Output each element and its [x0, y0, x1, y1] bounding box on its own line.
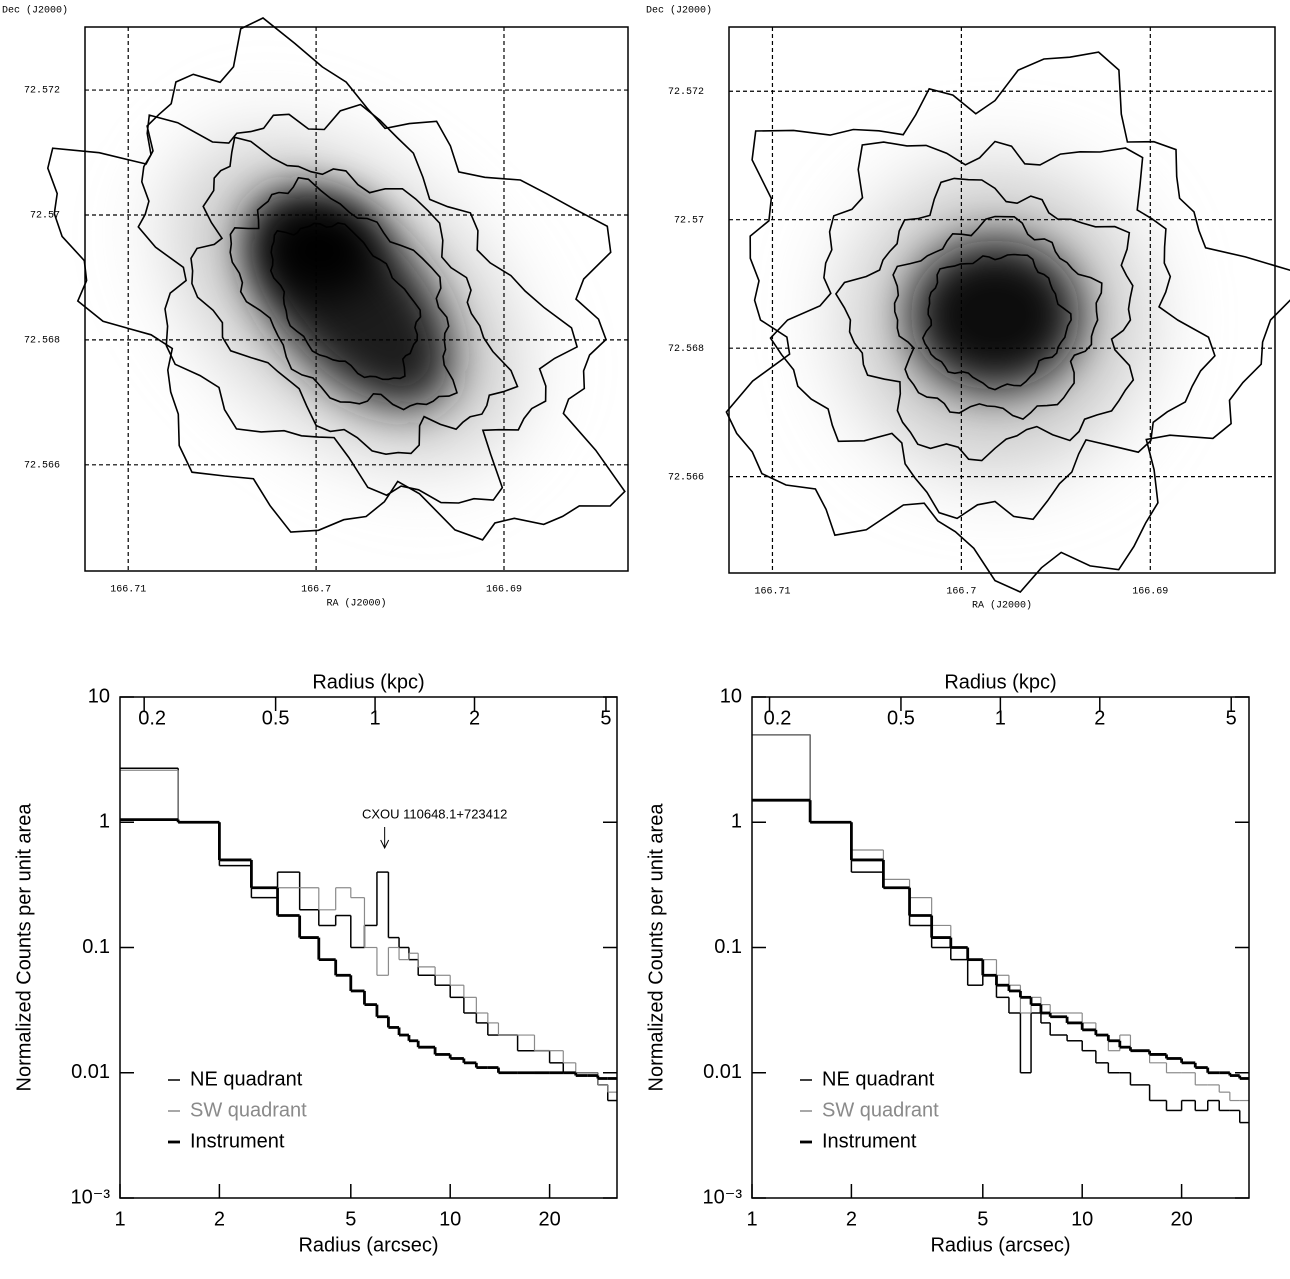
x-tick-label: 166.7: [301, 585, 331, 596]
y-tick-label: 10⁻³: [703, 1186, 743, 1208]
y-tick-label: 0.1: [82, 936, 110, 958]
x-tick-label: 166.71: [754, 587, 790, 598]
top-axis-title: Radius (kpc): [944, 671, 1056, 693]
y-axis-label: Normalized Counts per unit area: [645, 803, 667, 1092]
legend-label: NE quadrant: [822, 1068, 935, 1090]
frame: [751, 696, 1250, 1199]
contour: [229, 176, 458, 411]
x-axis-label: Radius (arcsec): [930, 1234, 1070, 1256]
y-tick-label: 72.57: [674, 215, 704, 226]
x-tick-label: 20: [1170, 1208, 1192, 1230]
panel: 72.566 72.568 72.57 72.572 166.71 166.7 166.69…: [646, 5, 1290, 612]
y-tick-label: 0.01: [71, 1061, 110, 1083]
x-tick-label: 5: [345, 1208, 356, 1230]
x2-tick-label: 2: [469, 707, 480, 729]
x-tick-label: 20: [538, 1208, 560, 1230]
x-axis-label: Radius (arcsec): [298, 1234, 438, 1256]
x-tick-label: 5: [977, 1208, 988, 1230]
contour: [137, 103, 579, 504]
x-tick-label: 166.69: [1132, 587, 1168, 598]
y-tick-label: 72.57: [30, 211, 60, 222]
panel: 10⁻³ 0.01 0.1 1 10 1 2 5 10 20 0.2 0.5 1 2 5 Radius (kp…: [13, 671, 618, 1256]
contour: [725, 51, 1290, 593]
top-axis-title: Radius (kpc): [312, 671, 424, 693]
contour: [46, 17, 626, 541]
y-tick-label: 72.566: [668, 472, 704, 483]
contour: [892, 215, 1103, 421]
y-tick-label: 0.1: [714, 936, 742, 958]
y-tick-label: 72.568: [24, 336, 60, 347]
y-tick-label: 72.566: [24, 460, 60, 471]
x2-tick-label: 1: [369, 707, 380, 729]
y-tick-label: 0.01: [703, 1061, 742, 1083]
x-axis-label: RA (J2000): [972, 600, 1032, 612]
x2-tick-label: 0.5: [262, 707, 290, 729]
y-axis-label: Dec (J2000): [646, 5, 712, 17]
y-tick-label: 10: [720, 685, 742, 707]
legend-label: NE quadrant: [190, 1068, 303, 1090]
x2-tick-label: 1: [995, 707, 1006, 729]
frame: [728, 26, 1276, 574]
x-tick-label: 2: [214, 1208, 225, 1230]
y-tick-label: 10: [88, 685, 110, 707]
y-tick-label: 1: [731, 811, 742, 833]
y-tick-label: 10⁻³: [71, 1186, 111, 1208]
legend-label: SW quadrant: [190, 1099, 307, 1121]
xray-image-right: [845, 170, 1145, 470]
x-tick-label: 10: [439, 1208, 461, 1230]
y-axis-label: Dec (J2000): [2, 5, 68, 17]
legend-label: Instrument: [190, 1130, 285, 1152]
y-tick-label: 72.572: [24, 86, 60, 97]
x2-tick-label: 2: [1094, 707, 1105, 729]
legend-label: SW quadrant: [822, 1099, 939, 1121]
annotation: CXOU 110648.1+723412: [362, 806, 507, 821]
x-tick-label: 1: [746, 1208, 757, 1230]
panel: 10⁻³ 0.01 0.1 1 10 1 2 5 10 20 0.2 0.5 1 2 5 Radius (kp…: [645, 671, 1250, 1256]
x-tick-label: 166.71: [110, 585, 146, 596]
x-tick-label: 166.69: [486, 585, 522, 596]
panel: 72.566 72.568 72.57 72.572 166.71 166.7 166.69…: [2, 5, 629, 610]
contour: [921, 253, 1072, 391]
contour: [834, 177, 1135, 462]
frame: [84, 26, 629, 572]
y-tick-label: 72.568: [668, 344, 704, 355]
x2-tick-label: 5: [600, 707, 611, 729]
x2-tick-label: 0.5: [887, 707, 915, 729]
x-axis-label: RA (J2000): [326, 598, 386, 610]
x-tick-label: 1: [114, 1208, 125, 1230]
x-tick-label: 166.7: [946, 587, 976, 598]
y-tick-label: 1: [99, 811, 110, 833]
contour: [190, 136, 519, 456]
x-tick-label: 10: [1071, 1208, 1093, 1230]
contour: [269, 222, 422, 381]
x2-tick-label: 0.2: [138, 707, 166, 729]
x2-tick-label: 0.2: [764, 707, 792, 729]
x-tick-label: 2: [846, 1208, 857, 1230]
y-tick-label: 72.572: [668, 87, 704, 98]
y-axis-label: Normalized Counts per unit area: [13, 803, 35, 1092]
annotation-arrowhead: [380, 839, 390, 850]
x2-tick-label: 5: [1226, 707, 1237, 729]
legend-label: Instrument: [822, 1130, 917, 1152]
contour: [769, 140, 1216, 521]
